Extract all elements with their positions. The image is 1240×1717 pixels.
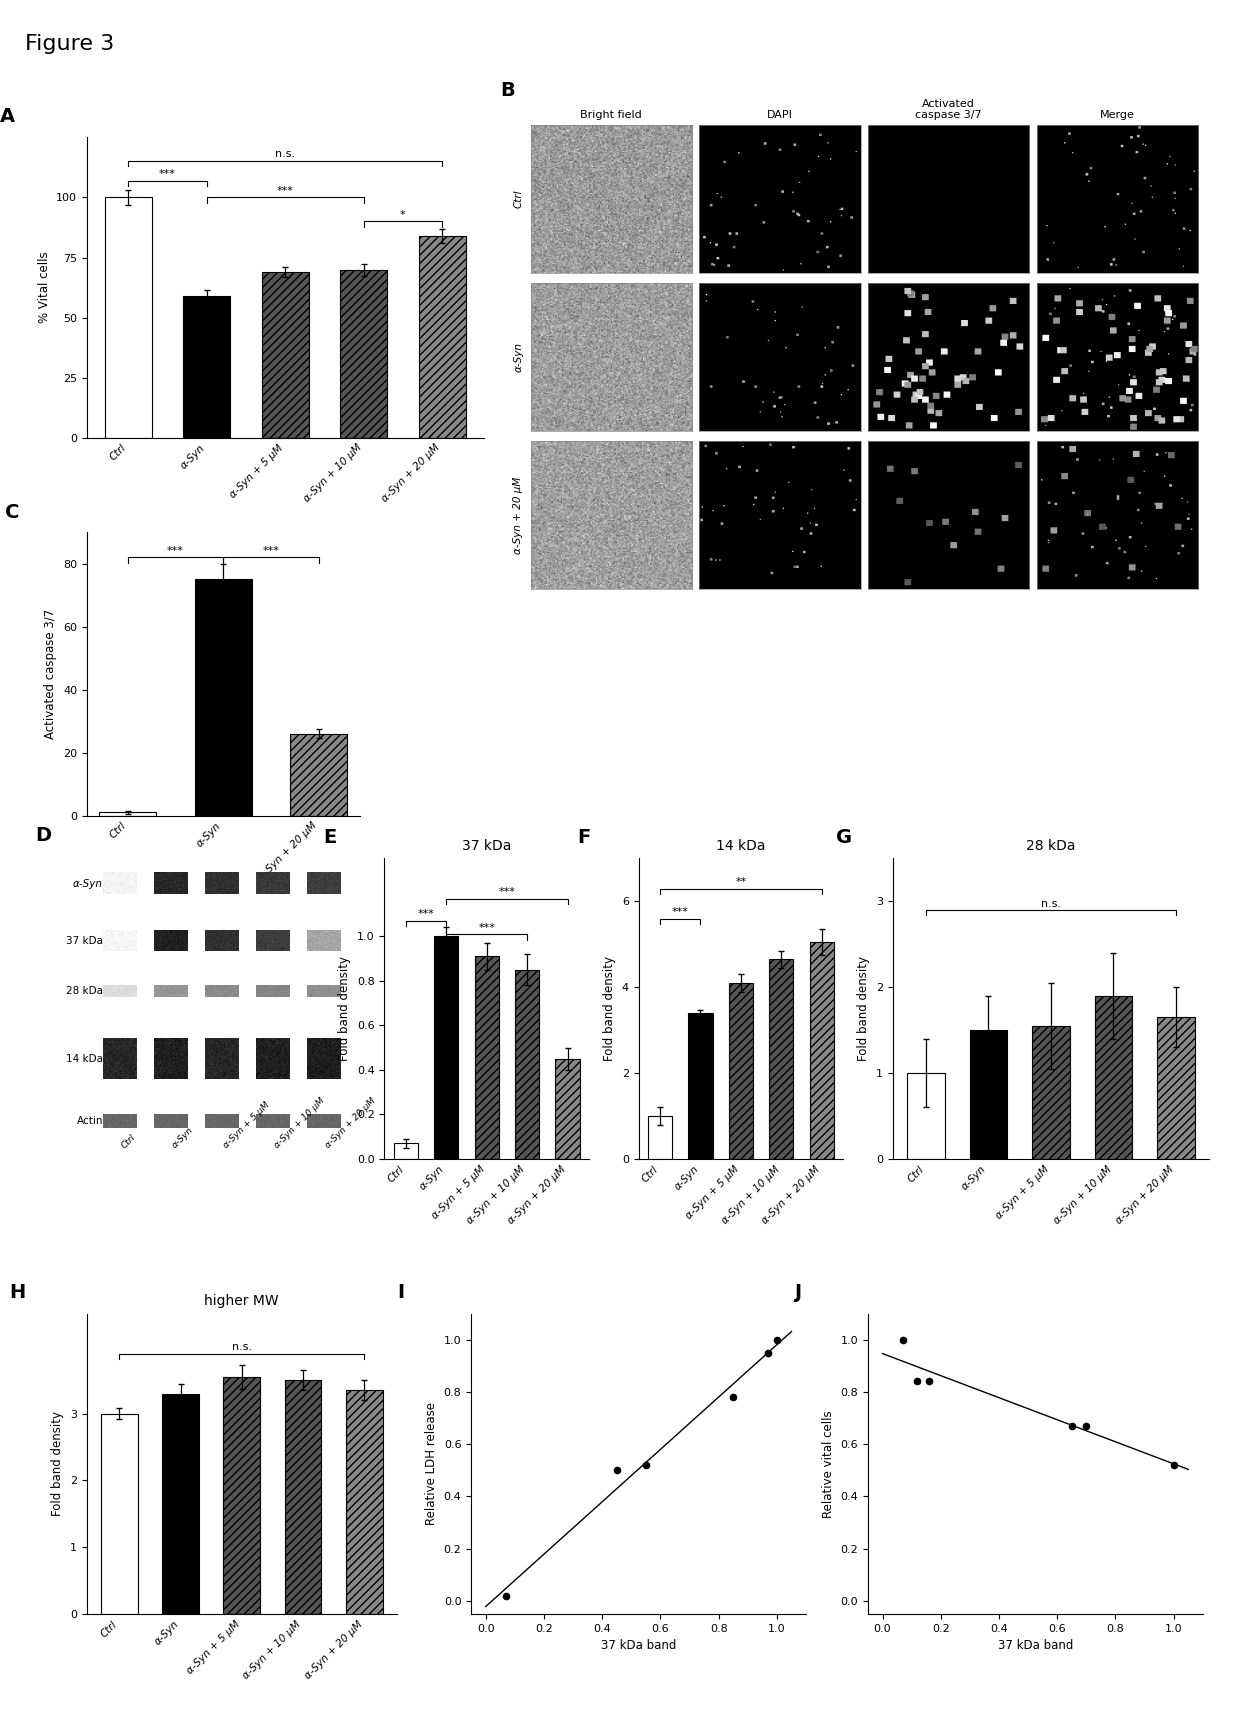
Y-axis label: Fold band density: Fold band density (857, 956, 870, 1061)
Text: Actin: Actin (77, 1116, 103, 1126)
Text: 37 kDa: 37 kDa (66, 936, 103, 946)
Title: 14 kDa: 14 kDa (717, 840, 765, 853)
Text: α-Syn: α-Syn (171, 1126, 195, 1150)
Y-axis label: Fold band density: Fold band density (51, 1411, 64, 1516)
Bar (195, 579, 252, 816)
Y-axis label: % Vital cells: % Vital cells (37, 252, 51, 323)
Text: Merge: Merge (1100, 110, 1135, 120)
Text: ***: *** (479, 922, 495, 932)
Bar (290, 733, 347, 816)
Text: α-Syn + 20 μM: α-Syn + 20 μM (324, 1097, 378, 1150)
Text: ***: *** (167, 546, 184, 556)
Y-axis label: Relative vital cells: Relative vital cells (822, 1410, 835, 1518)
Text: E: E (322, 829, 336, 848)
Bar (970, 1030, 1007, 1159)
Title: higher MW: higher MW (205, 1295, 279, 1308)
Bar (434, 936, 459, 1159)
Text: ***: *** (263, 546, 279, 556)
Bar (105, 197, 151, 438)
Text: n.s.: n.s. (1040, 898, 1061, 908)
Bar (99, 812, 156, 816)
Bar (394, 1144, 418, 1159)
Title: 28 kDa: 28 kDa (1027, 840, 1075, 853)
Bar (729, 982, 753, 1159)
Text: F: F (578, 829, 590, 848)
Text: α-Syn: α-Syn (513, 342, 523, 373)
Text: A: A (0, 108, 15, 127)
Bar (688, 1013, 713, 1159)
Text: Activated
caspase 3/7: Activated caspase 3/7 (915, 98, 982, 120)
Bar (285, 1380, 321, 1614)
Text: I: I (398, 1284, 404, 1303)
Y-axis label: Relative LDH release: Relative LDH release (425, 1403, 438, 1525)
Text: 14 kDa: 14 kDa (66, 1054, 103, 1065)
Y-axis label: Fold band density: Fold band density (339, 956, 351, 1061)
Bar (908, 1073, 945, 1159)
Text: **: ** (735, 877, 746, 888)
Bar (647, 1116, 672, 1159)
Bar (556, 1059, 580, 1159)
Text: Figure 3: Figure 3 (25, 34, 114, 55)
Text: ***: *** (672, 907, 688, 917)
Text: DAPI: DAPI (768, 110, 792, 120)
Text: ***: *** (277, 185, 294, 196)
Bar (1157, 1016, 1194, 1159)
Text: n.s.: n.s. (232, 1343, 252, 1351)
Text: 28 kDa: 28 kDa (66, 986, 103, 996)
Bar (769, 960, 794, 1159)
Text: Bright field: Bright field (580, 110, 642, 120)
Bar (475, 956, 498, 1159)
Y-axis label: Activated caspase 3/7: Activated caspase 3/7 (45, 610, 57, 738)
Bar (1032, 1027, 1070, 1159)
Bar (346, 1391, 383, 1614)
Bar (223, 1377, 260, 1614)
Bar (1095, 996, 1132, 1159)
Text: Ctrl: Ctrl (513, 191, 523, 208)
Text: B: B (500, 81, 515, 100)
Text: n.s.: n.s. (275, 149, 295, 160)
Text: D: D (36, 826, 52, 845)
Bar (100, 1413, 138, 1614)
Bar (184, 295, 231, 438)
Text: ***: *** (418, 910, 434, 919)
Text: α-Syn: α-Syn (73, 879, 103, 888)
X-axis label: 37 kDa band: 37 kDa band (998, 1640, 1073, 1652)
Text: α-Syn + 10 μM: α-Syn + 10 μM (273, 1097, 326, 1150)
Bar (262, 271, 309, 438)
Title: 37 kDa: 37 kDa (463, 840, 511, 853)
Bar (810, 943, 835, 1159)
Text: α-Syn + 20 μM: α-Syn + 20 μM (513, 476, 523, 555)
Text: α-Syn + 5 μM: α-Syn + 5 μM (222, 1101, 272, 1150)
Bar (340, 270, 387, 438)
Y-axis label: Fold band density: Fold band density (603, 956, 616, 1061)
Bar (162, 1394, 198, 1614)
X-axis label: 37 kDa band: 37 kDa band (601, 1640, 676, 1652)
Text: J: J (795, 1284, 801, 1303)
Text: C: C (5, 503, 20, 522)
Text: ***: *** (498, 888, 516, 896)
Text: G: G (836, 829, 852, 848)
Text: *: * (401, 209, 405, 220)
Bar (515, 970, 539, 1159)
Bar (419, 235, 465, 438)
Text: ***: *** (159, 170, 176, 179)
Text: H: H (10, 1284, 26, 1303)
Text: Ctrl: Ctrl (119, 1133, 138, 1150)
